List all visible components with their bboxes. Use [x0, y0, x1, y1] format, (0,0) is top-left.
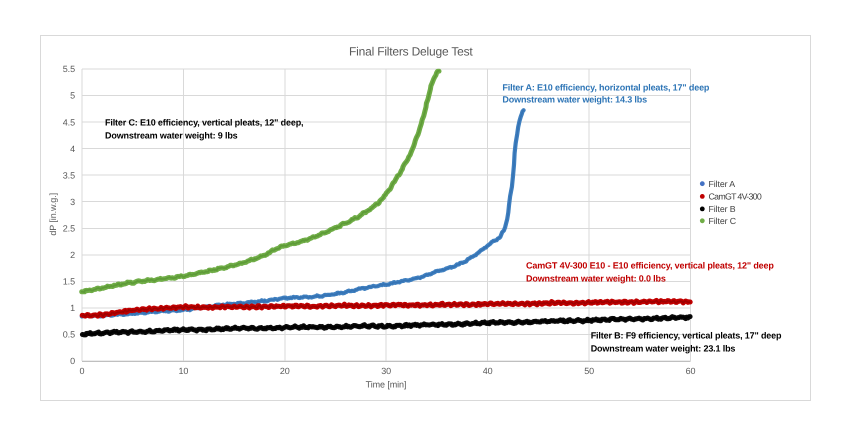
svg-text:30: 30 [381, 366, 391, 376]
svg-text:CamGT 4V-300 E10 - E10 efficie: CamGT 4V-300 E10 - E10 efficiency, verti… [526, 261, 774, 271]
svg-text:Downstream water weight: 23.1: Downstream water weight: 23.1 lbs [591, 343, 736, 353]
svg-text:4.5: 4.5 [63, 117, 75, 127]
svg-text:Final Filters Deluge Test: Final Filters Deluge Test [349, 45, 473, 59]
svg-text:Filter C: Filter C [709, 216, 737, 226]
svg-text:3.5: 3.5 [63, 170, 75, 180]
svg-text:Filter B: Filter B [709, 204, 736, 214]
svg-text:1.5: 1.5 [63, 277, 75, 287]
svg-text:5: 5 [70, 91, 75, 101]
svg-text:dP [in.w.g.]: dP [in.w.g.] [48, 193, 58, 236]
svg-text:60: 60 [686, 366, 696, 376]
svg-text:CamGT 4V-300: CamGT 4V-300 [709, 192, 762, 202]
svg-text:Filter C: E10 efficiency, vert: Filter C: E10 efficiency, vertical pleat… [105, 118, 303, 128]
svg-text:3: 3 [70, 197, 75, 207]
svg-text:50: 50 [584, 366, 594, 376]
svg-text:1: 1 [70, 303, 75, 313]
svg-text:Time [min]: Time [min] [366, 380, 407, 390]
svg-text:0.5: 0.5 [63, 330, 75, 340]
svg-text:40: 40 [483, 366, 493, 376]
svg-text:10: 10 [178, 366, 188, 376]
svg-text:4: 4 [70, 144, 75, 154]
svg-text:Filter A: Filter A [709, 179, 736, 189]
svg-text:Downstream water weight: 9 lbs: Downstream water weight: 9 lbs [105, 130, 238, 140]
svg-text:0: 0 [70, 356, 75, 366]
svg-text:20: 20 [280, 366, 290, 376]
svg-text:2.5: 2.5 [63, 224, 75, 234]
svg-text:2: 2 [70, 250, 75, 260]
svg-text:Filter B: F9 efficiency, verti: Filter B: F9 efficiency, vertical pleats… [591, 331, 782, 341]
svg-text:5.5: 5.5 [63, 64, 75, 74]
svg-text:Downstream water weight: 0.0 l: Downstream water weight: 0.0 lbs [526, 274, 666, 284]
svg-text:Downstream water weight: 14.3: Downstream water weight: 14.3 lbs [502, 94, 647, 104]
svg-text:0: 0 [80, 366, 85, 376]
svg-text:Filter A: E10 efficiency, hori: Filter A: E10 efficiency, horizontal ple… [502, 83, 710, 93]
